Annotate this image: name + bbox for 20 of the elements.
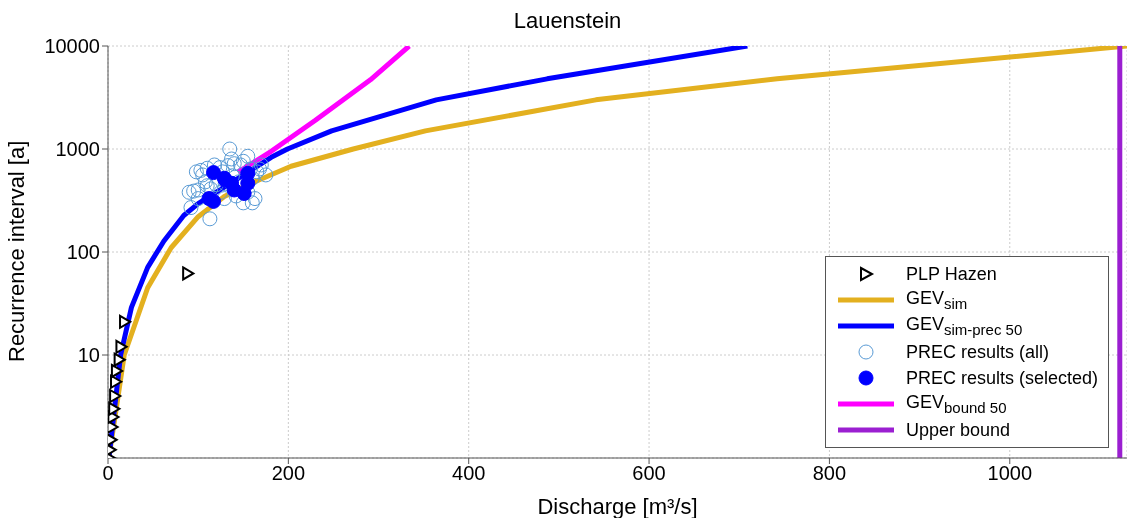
x-tick-label: 1000: [987, 462, 1033, 485]
legend-label: Upper bound: [905, 419, 1011, 441]
x-tick-label: 0: [102, 462, 114, 485]
y-tick-label: 10: [77, 344, 100, 367]
legend-label: PREC results (all): [905, 341, 1049, 363]
x-tick-label: 400: [452, 462, 486, 485]
x-axis-title: Discharge [m³/s]: [537, 494, 698, 519]
y-axis-title: Recurrence interval [a]: [3, 140, 29, 362]
y-tick-label: 100: [66, 241, 100, 264]
x-tick-label: 600: [632, 462, 666, 485]
chart-title: Lauenstein: [512, 8, 623, 34]
x-tick-label: 800: [812, 462, 847, 485]
legend-label: GEV$_{sim}$: [905, 288, 968, 312]
legend-label: GEV$_{sim-prec 50}$: [905, 314, 1023, 338]
legend-label: PLP Hazen: [905, 263, 997, 285]
x-tick-label: 200: [271, 462, 306, 485]
y-tick-label: 1000: [55, 138, 100, 161]
legend-label: GEV$_{bound 50}$: [905, 392, 1007, 416]
legend-label: PREC results (selected): [905, 367, 1098, 389]
y-tick-label: 10000: [44, 35, 100, 58]
